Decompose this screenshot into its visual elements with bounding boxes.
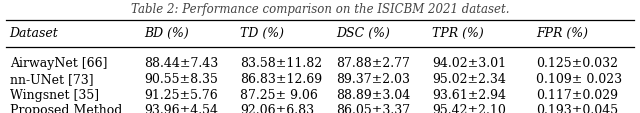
- Text: 0.109± 0.023: 0.109± 0.023: [536, 73, 623, 86]
- Text: 87.88±2.77: 87.88±2.77: [336, 57, 410, 70]
- Text: 91.25±5.76: 91.25±5.76: [144, 88, 218, 101]
- Text: 86.05±3.37: 86.05±3.37: [336, 103, 410, 113]
- Text: 94.02±3.01: 94.02±3.01: [432, 57, 506, 70]
- Text: 95.02±2.34: 95.02±2.34: [432, 73, 506, 86]
- Text: Wingsnet [35]: Wingsnet [35]: [10, 88, 99, 101]
- Text: Dataset: Dataset: [10, 26, 58, 39]
- Text: 0.193±0.045: 0.193±0.045: [536, 103, 618, 113]
- Text: 83.58±11.82: 83.58±11.82: [240, 57, 322, 70]
- Text: Proposed Method: Proposed Method: [10, 103, 122, 113]
- Text: nn-UNet [73]: nn-UNet [73]: [10, 73, 93, 86]
- Text: 88.44±7.43: 88.44±7.43: [144, 57, 218, 70]
- Text: 95.42±2.10: 95.42±2.10: [432, 103, 506, 113]
- Text: DSC (%): DSC (%): [336, 26, 390, 39]
- Text: 92.06±6.83: 92.06±6.83: [240, 103, 314, 113]
- Text: TD (%): TD (%): [240, 26, 284, 39]
- Text: 93.61±2.94: 93.61±2.94: [432, 88, 506, 101]
- Text: TPR (%): TPR (%): [432, 26, 484, 39]
- Text: FPR (%): FPR (%): [536, 26, 588, 39]
- Text: 88.89±3.04: 88.89±3.04: [336, 88, 410, 101]
- Text: 89.37±2.03: 89.37±2.03: [336, 73, 410, 86]
- Text: AirwayNet [66]: AirwayNet [66]: [10, 57, 107, 70]
- Text: BD (%): BD (%): [144, 26, 189, 39]
- Text: Table 2: Performance comparison on the ISICBM 2021 dataset.: Table 2: Performance comparison on the I…: [131, 3, 509, 16]
- Text: 87.25± 9.06: 87.25± 9.06: [240, 88, 318, 101]
- Text: 0.125±0.032: 0.125±0.032: [536, 57, 618, 70]
- Text: 86.83±12.69: 86.83±12.69: [240, 73, 322, 86]
- Text: 93.96±4.54: 93.96±4.54: [144, 103, 218, 113]
- Text: 90.55±8.35: 90.55±8.35: [144, 73, 218, 86]
- Text: 0.117±0.029: 0.117±0.029: [536, 88, 618, 101]
